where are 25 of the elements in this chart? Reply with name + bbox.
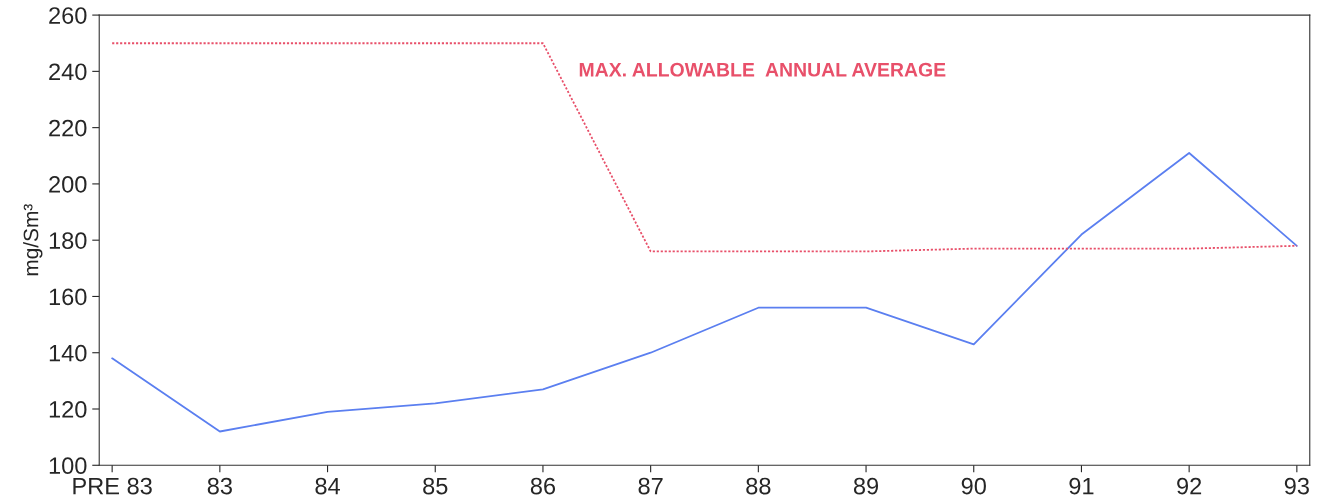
y-tick-label: 240 [49, 63, 87, 81]
x-tick-label: 93 [1284, 477, 1309, 495]
x-tick-label: 92 [1177, 477, 1202, 495]
x-tick-label: 84 [315, 477, 340, 495]
x-tick-label: PRE 83 [73, 477, 152, 495]
y-tick-label: 260 [49, 7, 87, 24]
x-tick-label: 86 [530, 477, 556, 495]
x-tick-label: 90 [961, 477, 986, 495]
y-tick-label: 120 [49, 401, 87, 418]
series-label: MAX. ALLOWABLE ANNUAL AVERAGE [579, 62, 946, 77]
x-tick-label: 83 [207, 477, 232, 495]
y-axis-title: mg/Sm³ [23, 204, 43, 276]
y-tick-label: 100 [49, 457, 87, 475]
y-tick-label: 180 [49, 232, 87, 249]
line-series [111, 152, 1298, 433]
y-tick-label: 160 [49, 288, 87, 306]
x-tick-label: 85 [423, 477, 448, 495]
y-tick-label: 200 [49, 175, 87, 193]
line-series [111, 42, 1298, 253]
x-tick-label: 87 [638, 477, 663, 495]
y-tick-label: 140 [49, 344, 87, 362]
x-tick-label: 89 [853, 477, 879, 495]
y-tick-label: 220 [49, 119, 87, 137]
x-tick-label: 91 [1069, 477, 1094, 495]
x-tick-label: 88 [746, 477, 771, 495]
